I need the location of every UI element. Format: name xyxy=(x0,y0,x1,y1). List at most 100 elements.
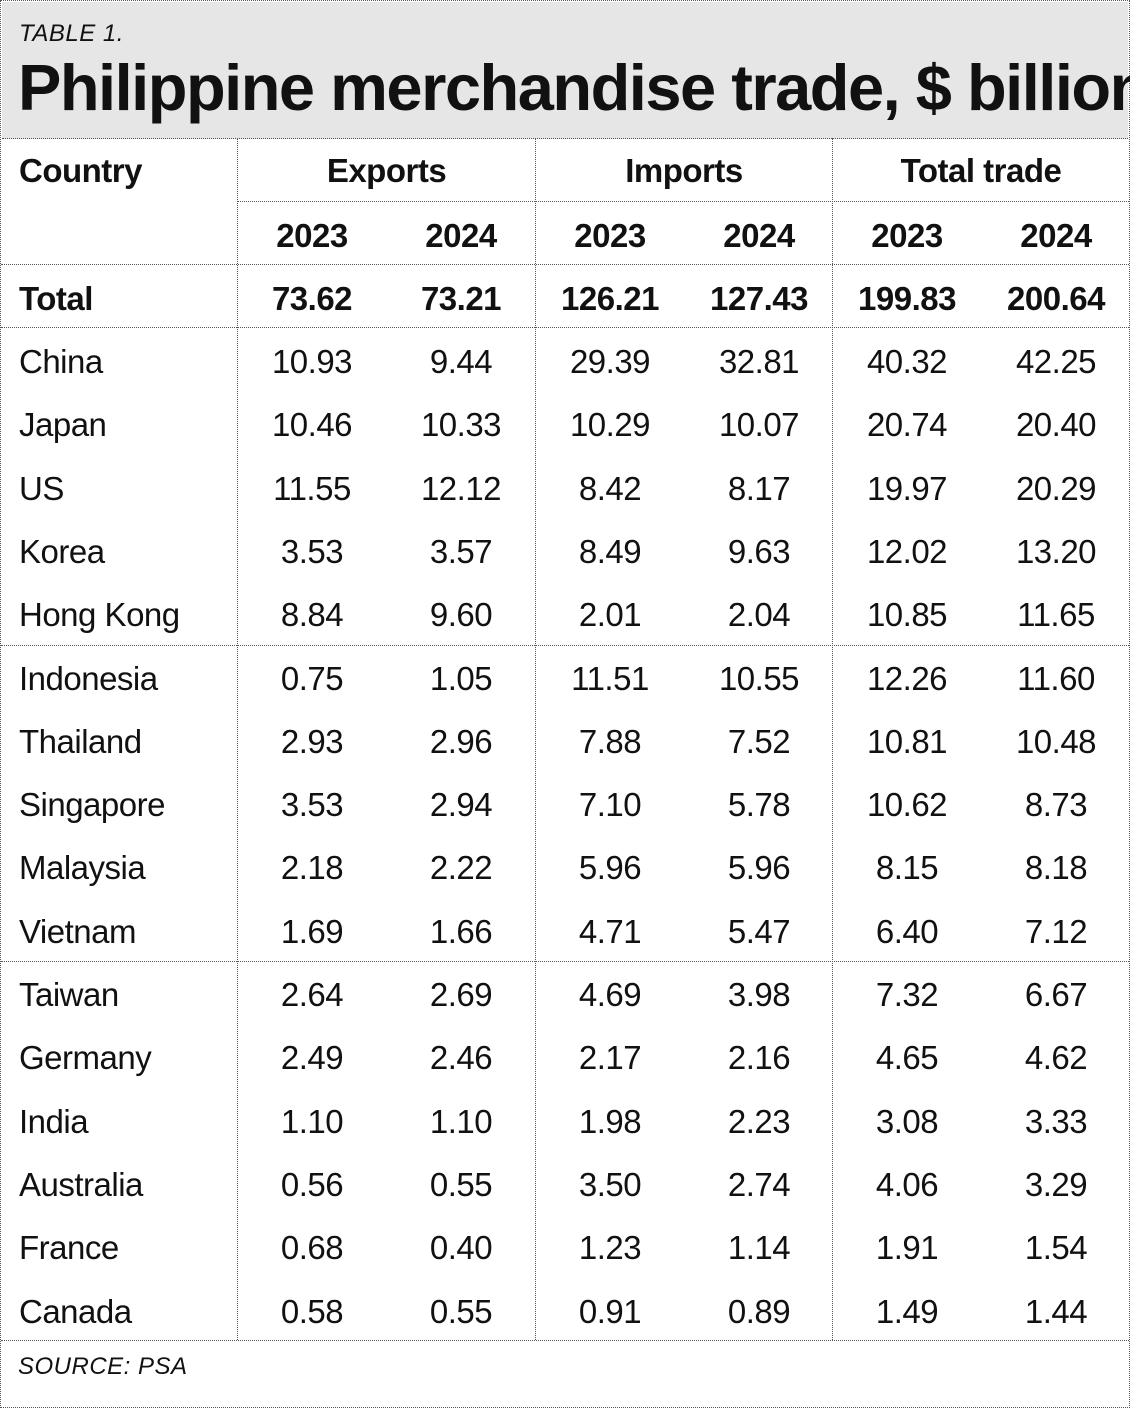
row-france-value-1: 0.40 xyxy=(429,1229,493,1267)
row-australia-value-0: 0.56 xyxy=(280,1165,344,1203)
row-singapore-value-1: 2.94 xyxy=(429,786,493,824)
row-indonesia-value-5: 11.60 xyxy=(1017,659,1095,697)
row-hong-kong-value-3: 2.04 xyxy=(727,596,791,634)
row-us-value-1: 12.12 xyxy=(420,469,502,507)
row-vietnam-value-0: 1.69 xyxy=(280,912,344,950)
row-thailand-value-5: 10.48 xyxy=(1015,722,1097,760)
total-row-value-5: 200.64 xyxy=(1007,280,1105,317)
row-korea-value-5: 13.20 xyxy=(1015,532,1097,570)
row-indonesia-value-1: 1.05 xyxy=(429,659,493,697)
row-indonesia-value-3: 10.55 xyxy=(718,659,800,697)
row-japan-value-2: 10.29 xyxy=(569,406,651,444)
total-row-label: Total xyxy=(19,280,93,317)
row-us-value-4: 19.97 xyxy=(866,469,948,507)
row-taiwan-value-4: 7.32 xyxy=(875,976,939,1013)
rule-above-source xyxy=(1,1340,1129,1341)
row-taiwan-value-0: 2.64 xyxy=(280,976,344,1013)
row-india-value-0: 1.10 xyxy=(280,1102,344,1140)
row-taiwan-label: Taiwan xyxy=(19,976,119,1013)
row-singapore-value-0: 3.53 xyxy=(280,786,344,824)
row-korea-value-2: 8.49 xyxy=(578,532,642,570)
row-japan-value-0: 10.46 xyxy=(271,406,353,444)
row-korea-value-1: 3.57 xyxy=(429,532,493,570)
year-header-total-trade-2023: 2023 xyxy=(871,217,943,254)
row-singapore-value-5: 8.73 xyxy=(1024,786,1088,824)
rule-under-group-headers xyxy=(238,201,1129,202)
year-header-imports-2024: 2024 xyxy=(723,217,795,254)
year-header-exports-2023: 2023 xyxy=(276,217,348,254)
row-canada-value-0: 0.58 xyxy=(280,1292,344,1330)
row-australia-value-3: 2.74 xyxy=(727,1165,791,1203)
row-france-value-0: 0.68 xyxy=(280,1229,344,1267)
row-korea-value-3: 9.63 xyxy=(727,532,791,570)
row-india-value-4: 3.08 xyxy=(875,1102,939,1140)
row-china-label: China xyxy=(19,343,103,380)
row-hong-kong-value-4: 10.85 xyxy=(866,596,948,634)
row-vietnam-value-5: 7.12 xyxy=(1024,912,1088,950)
rule-group-break-2 xyxy=(1,961,1129,962)
row-malaysia-value-3: 5.96 xyxy=(727,849,791,887)
table-label: TABLE 1. xyxy=(19,20,124,47)
row-singapore-value-4: 10.62 xyxy=(866,786,948,824)
row-china-value-5: 42.25 xyxy=(1015,343,1097,380)
total-row-value-4: 199.83 xyxy=(858,280,956,317)
row-hong-kong-value-5: 11.65 xyxy=(1017,596,1095,634)
row-australia-value-1: 0.55 xyxy=(429,1165,493,1203)
rule-under-total xyxy=(1,327,1129,328)
row-thailand-value-4: 10.81 xyxy=(866,722,948,760)
row-china-value-0: 10.93 xyxy=(271,343,353,380)
row-canada-value-2: 0.91 xyxy=(578,1292,642,1330)
rule-group-break-1 xyxy=(1,644,1129,646)
row-singapore-label: Singapore xyxy=(19,786,165,824)
row-france-label: France xyxy=(19,1229,119,1267)
rule-col-exports xyxy=(535,138,536,1340)
row-us-value-5: 20.29 xyxy=(1015,469,1097,507)
row-us-value-2: 8.42 xyxy=(578,469,642,507)
row-australia-label: Australia xyxy=(19,1165,143,1203)
row-canada-value-3: 0.89 xyxy=(727,1292,791,1330)
total-row-value-0: 73.62 xyxy=(271,280,353,317)
row-us-value-3: 8.17 xyxy=(727,469,791,507)
row-china-value-3: 32.81 xyxy=(718,343,800,380)
row-vietnam-value-4: 6.40 xyxy=(875,912,939,950)
row-germany-value-2: 2.17 xyxy=(578,1039,642,1077)
row-germany-value-0: 2.49 xyxy=(280,1039,344,1077)
year-header-imports-2023: 2023 xyxy=(574,217,646,254)
row-india-value-3: 2.23 xyxy=(727,1102,791,1140)
total-row-value-3: 127.43 xyxy=(710,280,808,317)
rule-under-year-headers xyxy=(1,264,1129,265)
row-korea-value-4: 12.02 xyxy=(866,532,948,570)
row-indonesia-value-0: 0.75 xyxy=(280,659,344,697)
row-china-value-1: 9.44 xyxy=(429,343,493,380)
row-hong-kong-value-1: 9.60 xyxy=(429,596,493,634)
row-thailand-label: Thailand xyxy=(19,722,142,760)
row-taiwan-value-5: 6.67 xyxy=(1024,976,1088,1013)
column-header-country: Country xyxy=(19,152,143,189)
table-header-band: TABLE 1. Philippine merchandise trade, $… xyxy=(2,2,1130,139)
row-thailand-value-2: 7.88 xyxy=(578,722,642,760)
row-japan-value-4: 20.74 xyxy=(866,406,948,444)
row-hong-kong-label: Hong Kong xyxy=(19,596,180,634)
row-canada-label: Canada xyxy=(19,1292,132,1330)
row-canada-value-4: 1.49 xyxy=(875,1292,939,1330)
row-france-value-3: 1.14 xyxy=(727,1229,791,1267)
row-taiwan-value-2: 4.69 xyxy=(578,976,642,1013)
row-india-label: India xyxy=(19,1102,89,1140)
row-canada-value-1: 0.55 xyxy=(429,1292,493,1330)
table-title: Philippine merchandise trade, $ billion xyxy=(18,51,1130,124)
row-thailand-value-0: 2.93 xyxy=(280,722,344,760)
row-hong-kong-value-0: 8.84 xyxy=(280,596,344,634)
source-note: SOURCE: PSA xyxy=(18,1353,188,1380)
column-group-header-exports: Exports xyxy=(326,152,447,189)
row-germany-value-1: 2.46 xyxy=(429,1039,493,1077)
row-germany-value-5: 4.62 xyxy=(1024,1039,1088,1077)
row-japan-value-5: 20.40 xyxy=(1015,406,1097,444)
row-indonesia-label: Indonesia xyxy=(19,659,158,697)
row-singapore-value-2: 7.10 xyxy=(578,786,642,824)
row-taiwan-value-1: 2.69 xyxy=(429,976,493,1013)
row-india-value-2: 1.98 xyxy=(578,1102,642,1140)
column-group-header-total-trade: Total trade xyxy=(900,152,1062,189)
year-header-total-trade-2024: 2024 xyxy=(1020,217,1092,254)
row-malaysia-value-4: 8.15 xyxy=(875,849,939,887)
row-japan-label: Japan xyxy=(19,406,107,444)
